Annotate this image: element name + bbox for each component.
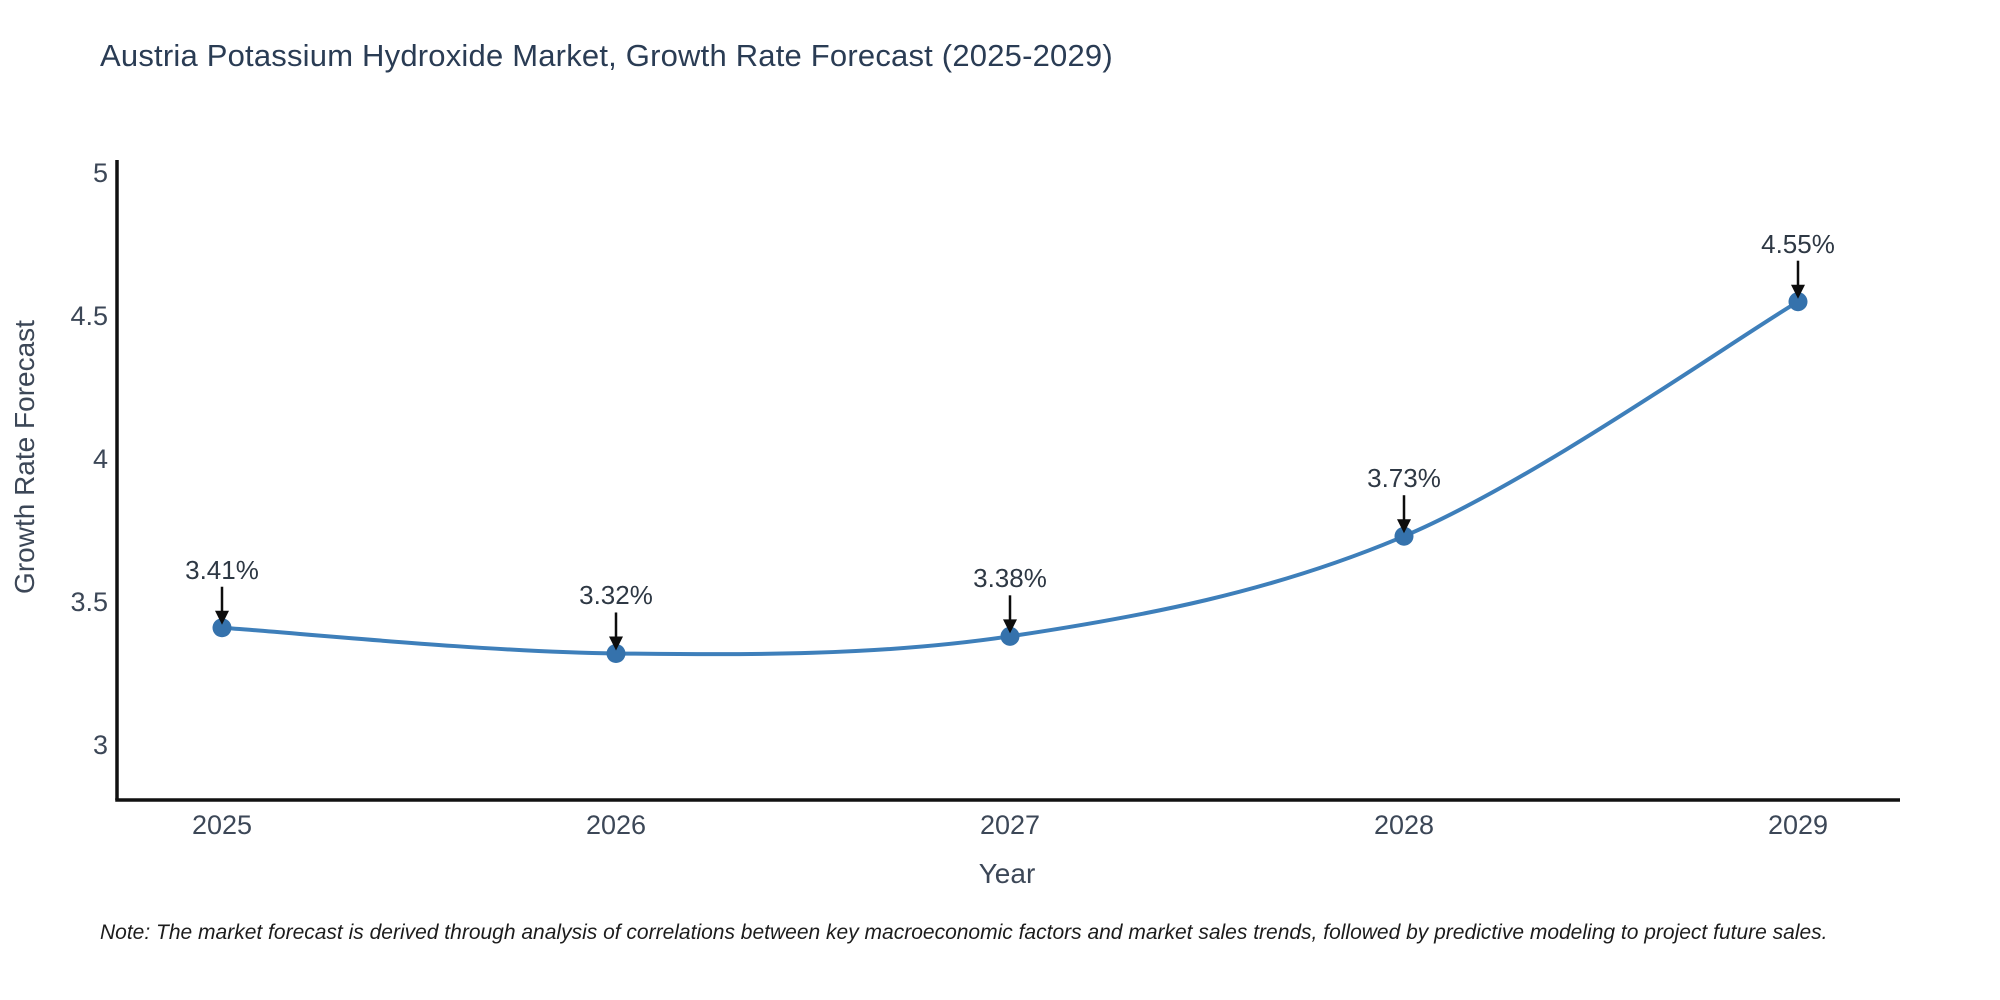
y-tick-label: 4 <box>92 444 108 474</box>
forecast-line-path <box>220 299 1800 657</box>
data-point-marker <box>1000 626 1020 646</box>
annotation-arrowhead <box>1791 284 1805 299</box>
x-tick-label: 2026 <box>585 810 647 840</box>
data-point-marker <box>212 618 232 638</box>
x-tick-label: 2027 <box>979 810 1041 840</box>
x-tick-label: 2028 <box>1373 810 1435 840</box>
data-point-marker <box>1788 292 1808 312</box>
annotation-arrowhead <box>609 636 623 651</box>
data-point-marker <box>606 643 626 663</box>
x-axis-title: Year <box>978 858 1036 889</box>
x-tick-label: 2029 <box>1767 810 1829 840</box>
annotation-arrowhead <box>215 610 229 625</box>
data-point-marker <box>1394 526 1414 546</box>
y-tick-label: 3.5 <box>70 587 108 617</box>
y-tick-label: 5 <box>92 158 108 188</box>
y-tick-label: 4.5 <box>70 301 108 331</box>
x-tick-label: 2025 <box>191 810 253 840</box>
annotation-arrowhead <box>1003 619 1017 634</box>
point-annotation-label: 3.41% <box>185 554 259 585</box>
point-annotation-label: 3.32% <box>579 580 653 611</box>
y-tick-label: 3 <box>92 730 108 760</box>
annotation-arrowhead <box>1397 519 1411 534</box>
footnote: Note: The market forecast is derived thr… <box>100 921 1828 944</box>
chart-title: Austria Potassium Hydroxide Market, Grow… <box>100 38 1113 73</box>
point-annotation-label: 4.55% <box>1761 228 1835 259</box>
point-annotation-label: 3.38% <box>973 563 1047 594</box>
point-annotation-label: 3.73% <box>1367 463 1441 494</box>
